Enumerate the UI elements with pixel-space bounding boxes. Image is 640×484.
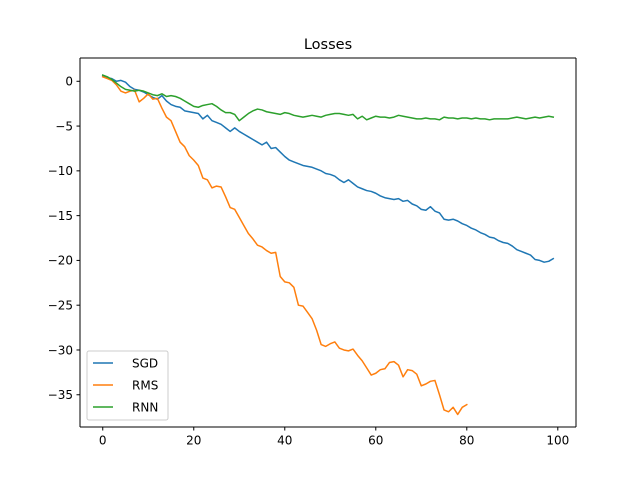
y-tick-label: −15 [48,209,73,223]
x-tick-label: 100 [546,434,569,448]
x-tick-label: 20 [186,434,201,448]
y-axis: 0 −5 −10 −15 −20 −25 −30 −35 [48,75,80,402]
x-tick-label: 0 [99,434,107,448]
series-line-rms [101,75,468,416]
y-tick-label: −30 [48,343,73,357]
legend-label-rnn: RNN [132,400,158,414]
legend-box [86,350,169,421]
x-tick-label: 80 [459,434,474,448]
y-tick-label: −10 [48,164,73,178]
chart-title: Losses [304,37,352,53]
x-axis: 0 20 40 60 80 100 [99,427,569,448]
y-tick-label: −25 [48,298,73,312]
x-tick-label: 40 [277,434,292,448]
axes-frame [79,57,577,428]
series-layer [101,74,555,416]
legend: SGD RMS RNN [86,350,169,421]
series-line-rnn [101,74,555,122]
series-line-sgd [101,74,555,263]
y-tick-label: −20 [48,254,73,268]
x-tick-label: 60 [368,434,383,448]
y-tick-label: −35 [48,388,73,402]
y-tick-label: 0 [65,75,73,89]
legend-label-sgd: SGD [132,356,158,370]
legend-label-rms: RMS [132,378,158,392]
y-tick-label: −5 [55,119,73,133]
